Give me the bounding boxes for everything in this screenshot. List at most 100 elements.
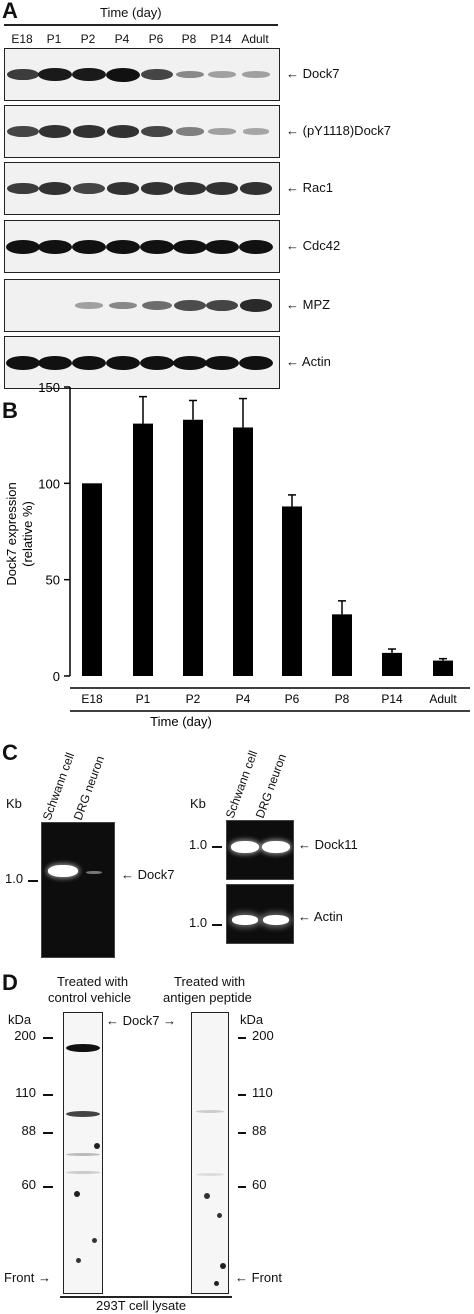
- kda-marker-left: 110: [15, 1085, 36, 1100]
- blot-band: [72, 125, 106, 138]
- dock7-expression-chart: 0 50 100 150 E18 P1 P2 P4 P6 P8 P14 Adult Dock7 exp…: [4, 380, 470, 729]
- x-tick-label: P8: [335, 692, 350, 706]
- right-strip-title-1: Treated with: [174, 974, 246, 989]
- kda-tick-right: [238, 1037, 246, 1039]
- marker-tick-right-top: [212, 846, 222, 848]
- blot-band: [72, 67, 106, 82]
- kda-marker-left: 200: [14, 1028, 36, 1043]
- blot-label: ← Rac1: [286, 179, 333, 195]
- faint-band: [196, 1110, 224, 1113]
- blot-band: [242, 71, 270, 78]
- blot-band: [239, 355, 273, 370]
- blot-band: [208, 71, 236, 78]
- lane-label: P14: [210, 32, 232, 46]
- dock7-band-d: [66, 1044, 100, 1052]
- gel-band: [232, 915, 258, 925]
- blot-label-text: Rac1: [302, 179, 333, 195]
- x-tick-label: E18: [81, 692, 103, 706]
- front-label-right: ← Front: [235, 1270, 282, 1285]
- spot: [217, 1213, 222, 1218]
- spot: [214, 1281, 219, 1286]
- marker-1kb-right-bottom: 1.0: [189, 915, 208, 930]
- blot-band: [106, 125, 140, 138]
- rtpcr-gel-dock11: [226, 820, 294, 880]
- blot-label: ← Cdc42: [286, 237, 340, 253]
- lane-label-schwann-left: Schwann cell: [39, 750, 78, 822]
- blot-band: [141, 68, 173, 81]
- x-tick-label: P14: [381, 692, 403, 706]
- x-tick-label: P6: [285, 692, 300, 706]
- lysate-label: 293T cell lysate: [96, 1298, 187, 1313]
- x-tick-label: P1: [136, 692, 151, 706]
- blot-mpz: [4, 279, 280, 332]
- lane-label: P4: [114, 32, 130, 46]
- gel-band: [231, 841, 259, 853]
- blot-label: ← Dock7: [286, 66, 339, 81]
- blot-band: [205, 239, 239, 254]
- blot-band: [72, 355, 106, 370]
- bar: [82, 483, 102, 676]
- gel-band: [262, 841, 290, 853]
- gel-band: [263, 915, 289, 925]
- y-tick-label: 50: [46, 573, 60, 588]
- kda-marker-right: 200: [252, 1028, 274, 1043]
- chart-marks: 0 50 100 150 E18 P1 P2 P4 P6 P8 P14 Adult: [38, 380, 470, 712]
- kb-label-left: Kb: [6, 796, 22, 811]
- blot-band: [239, 182, 273, 195]
- gel-band-faint: [86, 871, 102, 874]
- spot: [220, 1263, 226, 1269]
- faint-band: [196, 1173, 224, 1176]
- blot-band: [239, 239, 273, 254]
- blot-rac1: [4, 162, 280, 215]
- blot-band: [7, 68, 39, 81]
- kda-tick-right: [238, 1132, 246, 1134]
- blot-cdc42: [4, 220, 280, 273]
- lane-label: Adult: [241, 32, 269, 46]
- blot-band: [205, 355, 239, 370]
- blot-band: [6, 355, 40, 370]
- blot-band: [38, 239, 72, 254]
- blot-band: [141, 125, 173, 138]
- blot-band: [140, 239, 174, 254]
- dock11-arrow-label: ← Dock11: [298, 837, 358, 852]
- lane-label: P6: [148, 32, 164, 46]
- arrow-icon: ←: [286, 179, 303, 195]
- blot-band: [7, 182, 39, 195]
- bar: [382, 652, 402, 676]
- blot-band: [106, 67, 140, 82]
- time-label-a: Time (day): [100, 5, 162, 20]
- x-tick-label: P4: [236, 692, 251, 706]
- kda-marker-right: 60: [252, 1177, 267, 1192]
- blot--py1118-dock7: [4, 105, 280, 158]
- y-axis-label-line2: (relative %): [20, 501, 35, 567]
- blot-band: [106, 182, 140, 195]
- kda-tick-left: [43, 1186, 53, 1188]
- blot-label-text: MPZ: [302, 296, 331, 312]
- bar: [282, 506, 302, 676]
- blot-band: [242, 128, 270, 135]
- blot-band: [174, 300, 206, 311]
- x-tick-label: P2: [186, 692, 201, 706]
- blot-label-text: (pY1118)Dock7: [302, 122, 392, 138]
- kda-marker-left: 88: [21, 1123, 36, 1138]
- blot-band: [7, 125, 39, 138]
- bar: [332, 614, 352, 676]
- kda-marker-right: 110: [252, 1085, 273, 1100]
- arrow-icon: ←: [286, 237, 303, 253]
- front-text-left: Front: [4, 1270, 35, 1285]
- blot-actin: [4, 336, 280, 389]
- arrow-icon: ←: [286, 296, 303, 312]
- blot-band: [175, 70, 205, 79]
- actin-arrow-label-c: ← Actin: [298, 909, 343, 924]
- time-rule-a: [4, 24, 278, 26]
- y-tick-label: 100: [38, 476, 60, 491]
- actin-band-label-c: Actin: [313, 909, 343, 924]
- dock7-label-d: ← Dock7 →: [106, 1013, 177, 1028]
- arrow-icon: ←: [286, 353, 302, 369]
- gel-band: [48, 865, 78, 877]
- y-axis-label-line1: Dock7 expression: [4, 482, 19, 585]
- blot-band: [108, 301, 138, 310]
- blot-band: [142, 300, 172, 311]
- blot-band: [73, 182, 105, 195]
- arrow-icon: ←: [286, 122, 303, 138]
